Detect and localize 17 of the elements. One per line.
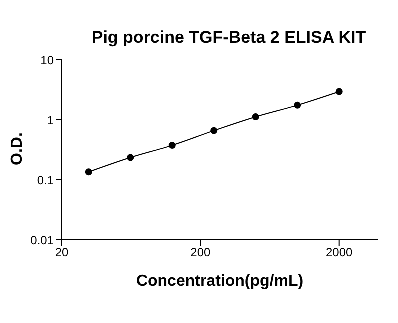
y-tick-label: 1 — [47, 113, 54, 128]
y-tick-label: 0.1 — [37, 173, 54, 188]
point — [294, 102, 302, 109]
x-tick-label: 20 — [55, 246, 69, 260]
x-tick-label: 200 — [190, 246, 212, 260]
point — [210, 127, 218, 134]
y-tick-label: 10 — [40, 53, 54, 68]
point — [252, 114, 260, 121]
point — [127, 154, 134, 162]
point — [336, 88, 343, 96]
x-tick-label: 2000 — [326, 246, 354, 260]
x-axis-title: Concentration(pg/mL) — [135, 273, 305, 291]
y-axis-title: O.D. — [9, 132, 27, 168]
point — [168, 142, 176, 150]
point — [85, 168, 92, 176]
y-tick-label: 0.01 — [30, 233, 54, 248]
chart-title: Pig porcine TGF-Beta 2 ELISA KIT — [90, 28, 368, 48]
